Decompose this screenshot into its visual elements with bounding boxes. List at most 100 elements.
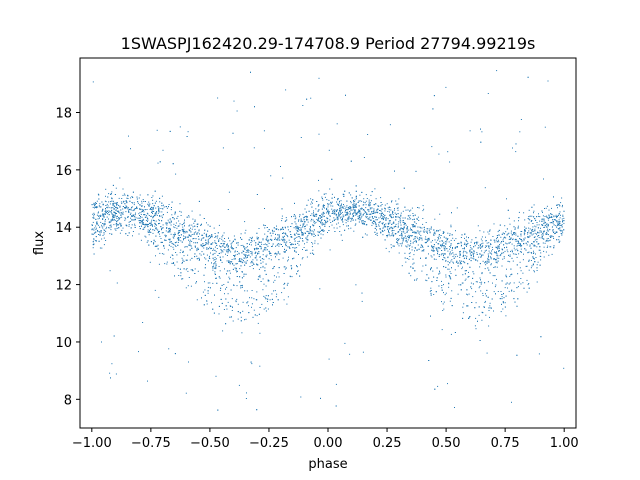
data-point <box>317 218 319 219</box>
data-point <box>416 230 418 232</box>
data-point <box>103 233 105 235</box>
data-point <box>482 242 484 244</box>
data-point <box>468 293 470 295</box>
data-point <box>477 241 479 243</box>
data-point <box>322 206 324 208</box>
data-point <box>557 216 558 217</box>
data-point <box>327 204 329 206</box>
data-point <box>499 244 500 246</box>
data-point <box>295 215 296 217</box>
data-point <box>514 228 516 230</box>
data-point <box>561 230 563 232</box>
data-point <box>453 239 455 241</box>
data-point <box>358 221 360 223</box>
data-point <box>228 237 229 239</box>
data-point <box>129 221 131 222</box>
data-point <box>417 232 419 234</box>
data-point <box>301 232 302 234</box>
data-point <box>509 256 511 257</box>
data-point <box>497 239 499 241</box>
data-point <box>495 239 497 241</box>
data-point <box>314 242 316 244</box>
data-point <box>395 233 397 235</box>
data-point <box>456 207 458 209</box>
data-point <box>258 276 260 278</box>
data-point <box>199 253 201 255</box>
data-point <box>520 244 522 246</box>
data-point <box>390 215 392 217</box>
data-point <box>447 151 449 153</box>
data-point <box>435 241 437 243</box>
data-point <box>373 211 375 213</box>
data-point <box>174 212 176 214</box>
data-point <box>463 250 465 252</box>
data-point <box>351 197 353 199</box>
data-point <box>182 261 183 263</box>
data-point <box>92 244 94 246</box>
data-point <box>344 211 346 213</box>
data-point <box>345 211 347 213</box>
data-point <box>155 220 157 222</box>
data-point <box>186 236 188 238</box>
data-point <box>340 204 342 206</box>
data-point <box>300 218 302 220</box>
data-point <box>185 269 187 271</box>
data-point <box>472 271 474 273</box>
data-point <box>352 205 354 207</box>
data-point <box>392 222 394 224</box>
data-point <box>202 243 204 245</box>
data-point <box>125 211 127 213</box>
data-point <box>462 274 464 276</box>
data-point <box>268 258 270 260</box>
data-point <box>113 208 115 210</box>
data-point <box>140 222 142 224</box>
data-point <box>229 250 231 252</box>
data-point <box>547 219 549 221</box>
data-point <box>425 222 427 223</box>
data-point <box>502 301 504 303</box>
data-point <box>258 251 260 253</box>
data-point <box>517 250 519 252</box>
data-point <box>232 240 234 242</box>
data-point <box>116 202 118 204</box>
data-point <box>229 262 231 264</box>
data-point <box>262 278 264 280</box>
data-point <box>487 253 489 255</box>
data-point <box>318 133 320 135</box>
data-point <box>161 227 163 229</box>
data-point <box>438 234 440 236</box>
data-point <box>538 353 540 355</box>
data-point <box>487 258 489 260</box>
data-point <box>354 224 356 226</box>
data-point <box>273 290 274 292</box>
data-point <box>170 256 171 258</box>
data-point <box>468 276 470 277</box>
data-point <box>299 216 300 218</box>
data-point <box>199 258 200 260</box>
data-point <box>215 265 217 266</box>
data-point <box>557 207 558 209</box>
data-point <box>339 231 341 232</box>
data-point <box>264 243 266 245</box>
data-point <box>515 238 517 240</box>
data-point <box>313 253 315 255</box>
data-point <box>324 222 326 224</box>
data-point <box>485 314 487 316</box>
data-point <box>214 242 216 244</box>
data-point <box>482 245 484 247</box>
data-point <box>194 221 196 222</box>
data-point <box>233 284 235 286</box>
data-point <box>494 286 496 288</box>
data-point <box>93 214 95 216</box>
data-point <box>285 245 287 247</box>
data-point <box>305 211 307 213</box>
data-point <box>422 218 424 219</box>
data-point <box>190 227 191 229</box>
data-point <box>492 275 494 277</box>
data-point <box>189 230 191 232</box>
data-point <box>443 266 445 268</box>
data-point <box>321 224 323 226</box>
data-point <box>434 218 436 220</box>
data-point <box>401 231 403 233</box>
data-point <box>144 209 146 211</box>
